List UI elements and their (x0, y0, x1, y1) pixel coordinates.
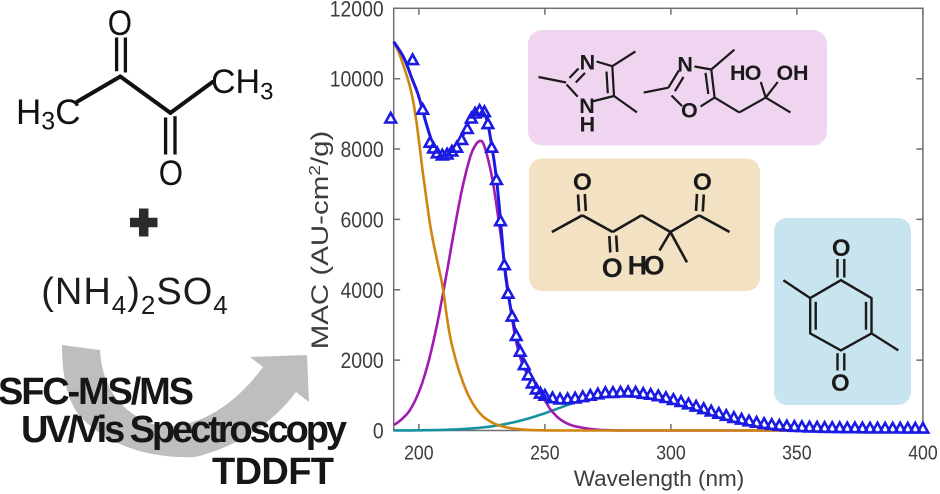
svg-text:H: H (730, 61, 746, 85)
svg-text:O: O (573, 169, 592, 196)
svg-text:N: N (580, 50, 596, 74)
svg-text:(NH4)2SO4: (NH4)2SO4 (41, 271, 229, 320)
svg-text:O: O (831, 370, 850, 397)
svg-text:CH3: CH3 (211, 63, 273, 106)
svg-text:0: 0 (373, 419, 384, 444)
svg-text:O: O (602, 253, 623, 283)
svg-text:6000: 6000 (341, 207, 384, 232)
svg-text:O: O (693, 169, 712, 196)
svg-text:400: 400 (908, 441, 938, 464)
svg-text:O: O (644, 251, 665, 281)
svg-text:O: O (108, 4, 132, 43)
svg-text:O: O (159, 154, 183, 193)
svg-text:O: O (777, 61, 794, 85)
svg-text:O: O (832, 235, 851, 262)
svg-text:O: O (745, 61, 762, 85)
svg-text:H3C: H3C (16, 93, 80, 136)
svg-text:200: 200 (404, 441, 434, 464)
svg-text:300: 300 (656, 441, 686, 464)
svg-text:350: 350 (782, 441, 812, 464)
svg-text:H: H (628, 251, 648, 281)
svg-text:MAC (AU-cm2/g): MAC (AU-cm2/g) (306, 131, 334, 350)
svg-text:4000: 4000 (341, 278, 384, 303)
svg-text:12000: 12000 (330, 0, 384, 21)
svg-text:H: H (793, 61, 809, 85)
svg-text:2000: 2000 (341, 348, 384, 373)
svg-text:N: N (677, 53, 693, 77)
svg-text:N: N (579, 94, 595, 118)
svg-text:UV/Vis Spectroscopy: UV/Vis Spectroscopy (21, 409, 347, 451)
svg-text:SFC-MS/MS: SFC-MS/MS (0, 371, 194, 413)
svg-text:8000: 8000 (341, 137, 384, 162)
svg-text:250: 250 (530, 441, 560, 464)
svg-text:10000: 10000 (330, 67, 384, 92)
svg-text:H: H (580, 113, 596, 137)
svg-text:O: O (681, 99, 698, 123)
svg-text:TDDFT: TDDFT (212, 451, 334, 493)
svg-text:Wavelength (nm): Wavelength (nm) (574, 466, 744, 491)
